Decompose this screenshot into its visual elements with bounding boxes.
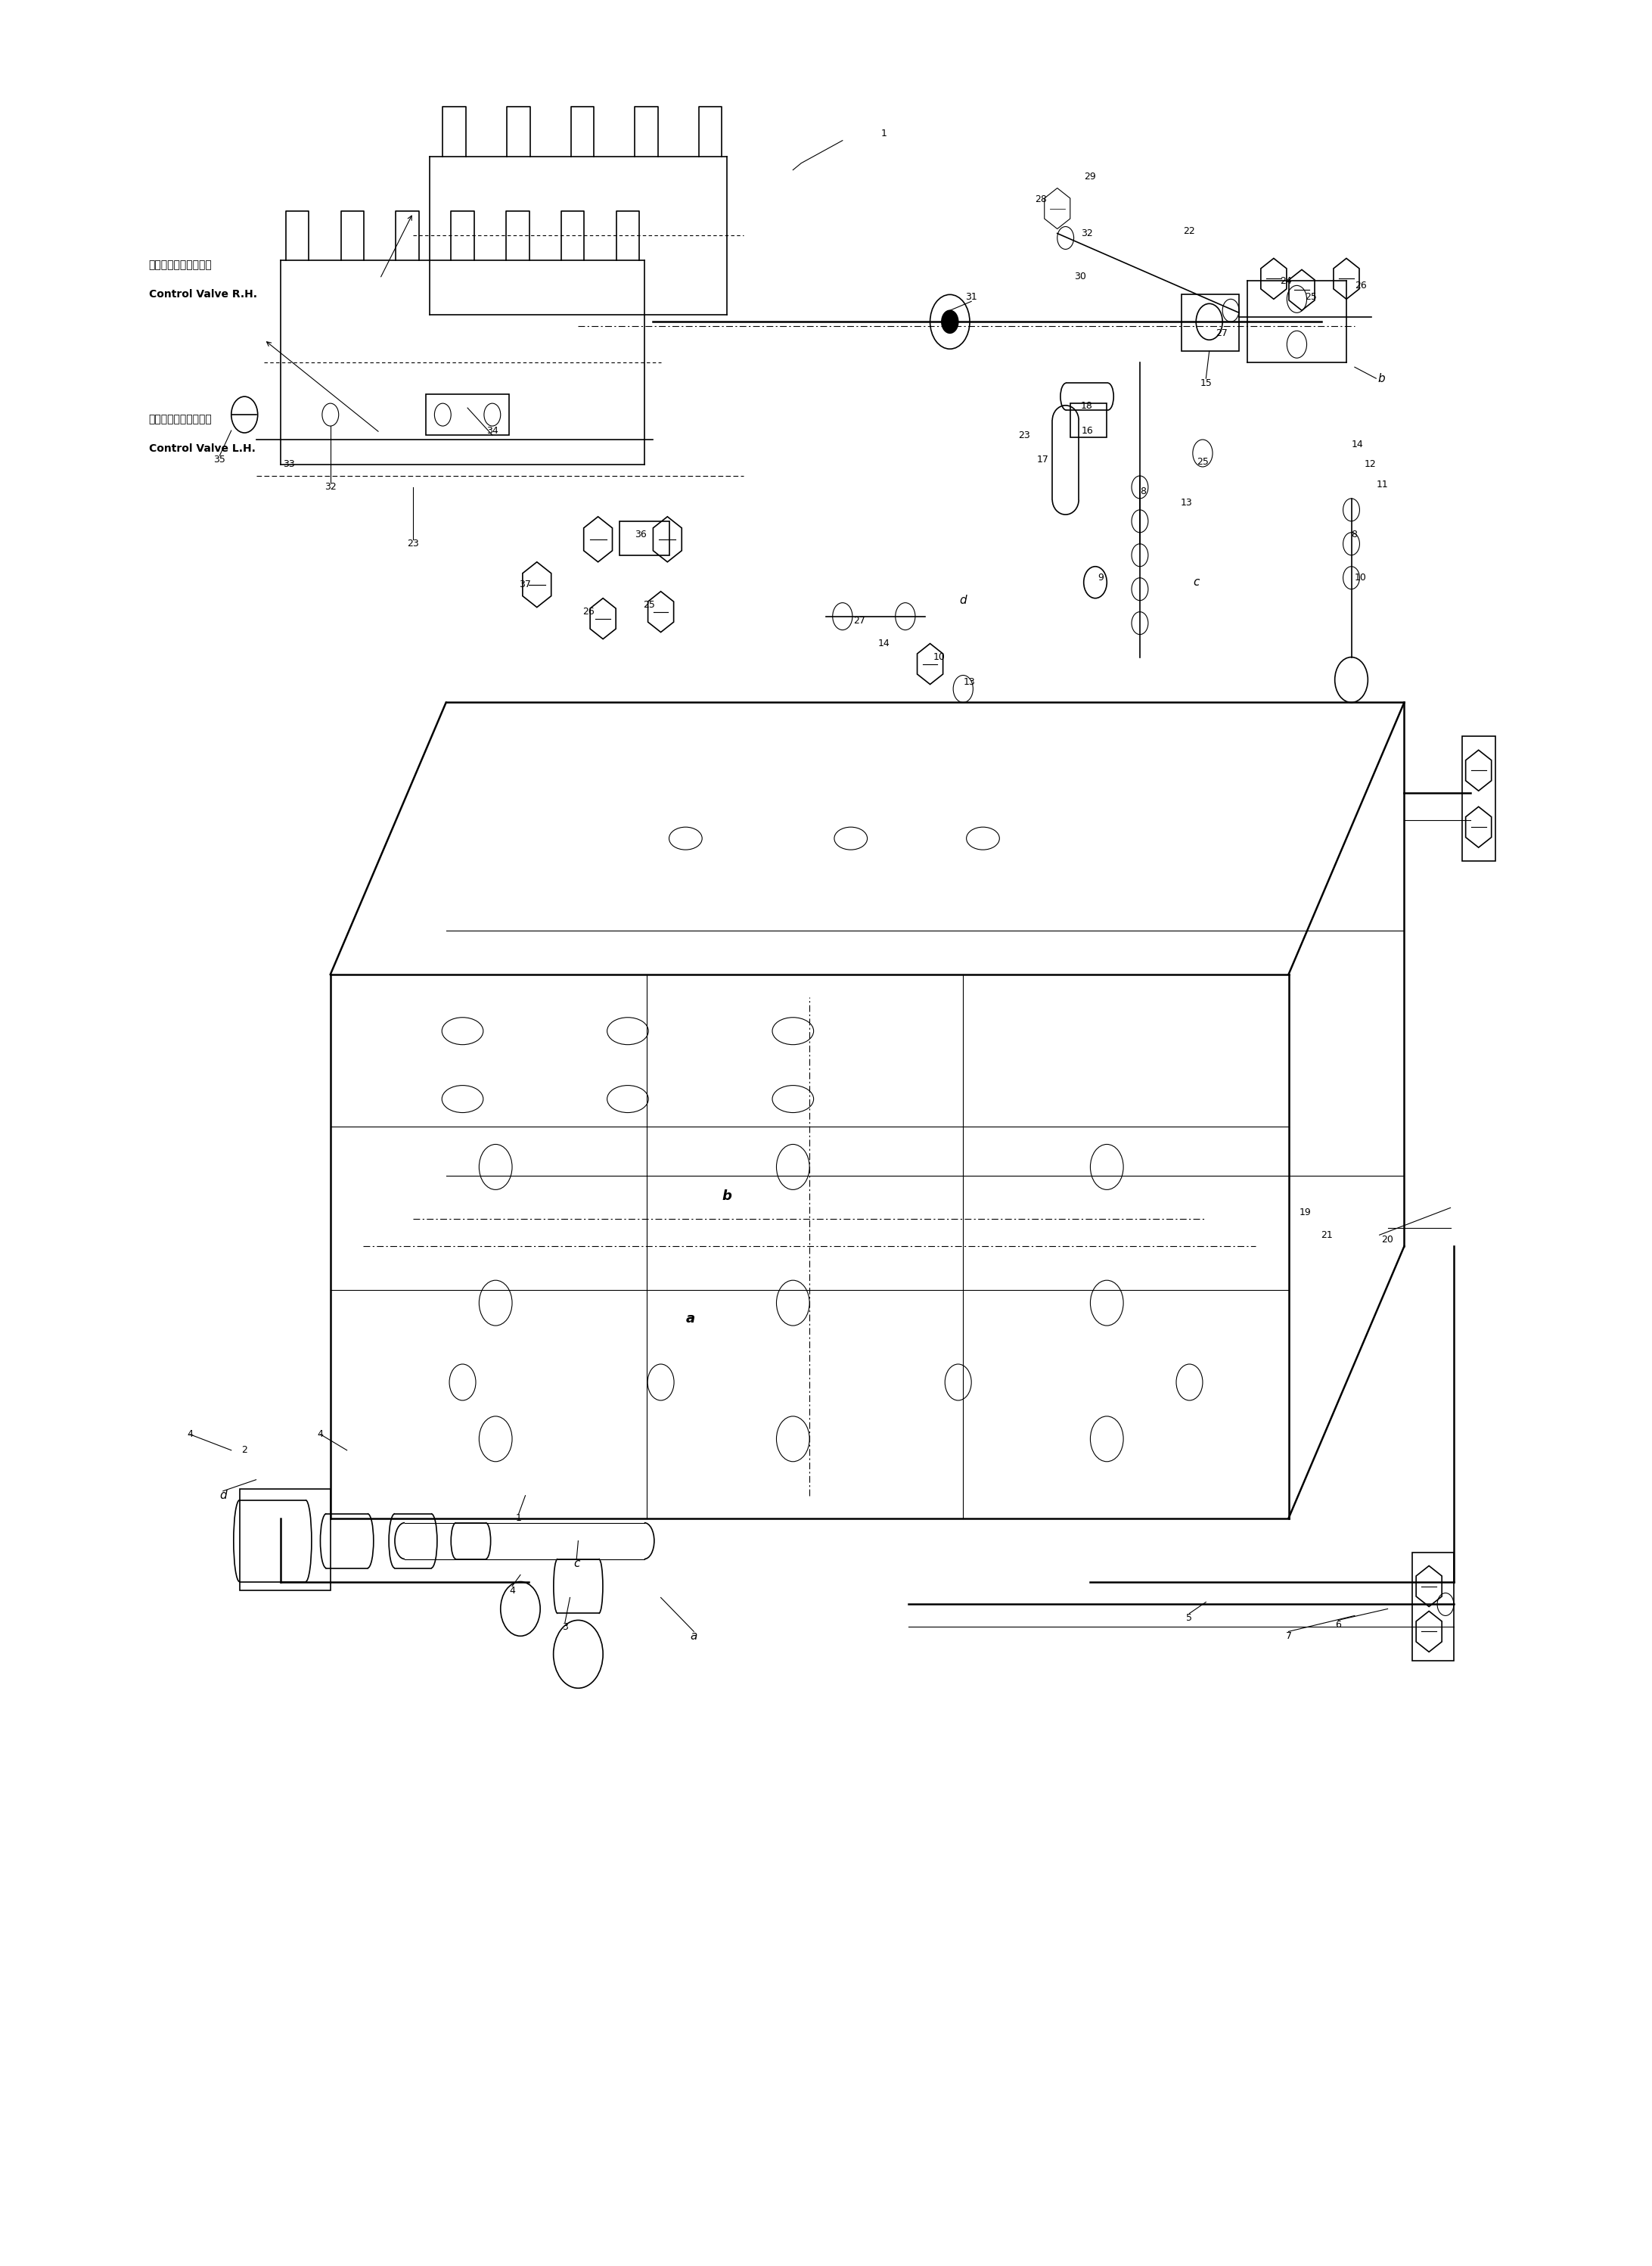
Text: 26: 26: [1355, 281, 1366, 290]
Bar: [1412, 1552, 1454, 1661]
Text: 29: 29: [1084, 172, 1097, 181]
Text: 37: 37: [519, 580, 532, 589]
Text: d: d: [960, 594, 966, 607]
Text: 31: 31: [965, 292, 978, 301]
Bar: [1070, 403, 1107, 437]
Text: 16: 16: [1080, 426, 1094, 435]
Text: 13: 13: [1180, 499, 1193, 508]
Text: 33: 33: [282, 460, 296, 469]
Text: 35: 35: [213, 455, 226, 465]
Text: 10: 10: [1355, 573, 1366, 582]
Text: 18: 18: [1080, 401, 1094, 410]
Text: 8: 8: [1140, 487, 1146, 496]
Text: 10: 10: [933, 653, 945, 662]
Text: 1: 1: [881, 129, 887, 138]
Text: 34: 34: [486, 426, 499, 435]
Text: 25: 25: [643, 600, 656, 610]
Text: 12: 12: [1365, 460, 1376, 469]
Text: 36: 36: [634, 530, 648, 539]
Text: コントロールバルブ右: コントロールバルブ右: [149, 261, 211, 270]
Text: 14: 14: [1351, 440, 1363, 449]
Bar: [620, 521, 669, 555]
Bar: [426, 394, 509, 435]
Text: 32: 32: [1080, 229, 1094, 238]
Text: 3: 3: [562, 1622, 568, 1632]
Text: c: c: [573, 1557, 580, 1570]
Text: 24: 24: [1280, 276, 1292, 286]
Text: 19: 19: [1298, 1208, 1312, 1217]
Text: 28: 28: [1034, 195, 1047, 204]
Text: コントロールバルブ左: コントロールバルブ左: [149, 415, 211, 424]
Text: a: a: [691, 1629, 697, 1643]
Text: 11: 11: [1376, 480, 1388, 489]
Text: Control Valve L.H.: Control Valve L.H.: [149, 444, 256, 453]
Text: 4: 4: [509, 1586, 515, 1595]
Text: 6: 6: [1335, 1620, 1341, 1629]
Text: 26: 26: [582, 607, 595, 616]
Text: 21: 21: [1320, 1230, 1333, 1240]
Text: 8: 8: [1351, 530, 1358, 539]
Text: 23: 23: [406, 539, 420, 548]
Text: c: c: [1193, 576, 1199, 589]
Text: 14: 14: [877, 639, 890, 648]
Text: 23: 23: [1018, 431, 1031, 440]
Text: 5: 5: [1186, 1613, 1193, 1622]
Text: 20: 20: [1381, 1235, 1394, 1244]
Text: 4: 4: [187, 1430, 193, 1439]
Text: 4: 4: [317, 1430, 324, 1439]
Text: 9: 9: [1097, 573, 1104, 582]
Bar: [1462, 736, 1495, 861]
Text: b: b: [722, 1190, 732, 1203]
Text: 25: 25: [1196, 458, 1209, 467]
Text: 1: 1: [515, 1514, 522, 1523]
Text: 32: 32: [324, 483, 337, 492]
Text: Control Valve R.H.: Control Valve R.H.: [149, 290, 256, 299]
Text: 27: 27: [852, 616, 866, 625]
Bar: [240, 1489, 330, 1591]
Text: 7: 7: [1285, 1632, 1292, 1641]
Text: 17: 17: [1037, 455, 1049, 465]
Text: 27: 27: [1216, 329, 1227, 338]
Text: 22: 22: [1183, 227, 1196, 236]
Text: 25: 25: [1305, 292, 1317, 301]
Text: d: d: [220, 1489, 226, 1502]
Text: b: b: [1378, 372, 1384, 385]
Text: 30: 30: [1074, 272, 1087, 281]
Circle shape: [942, 310, 958, 333]
Text: 15: 15: [1199, 378, 1213, 387]
Text: a: a: [686, 1312, 695, 1326]
Bar: [1181, 295, 1239, 351]
Text: 13: 13: [963, 678, 975, 687]
Text: 2: 2: [241, 1446, 248, 1455]
